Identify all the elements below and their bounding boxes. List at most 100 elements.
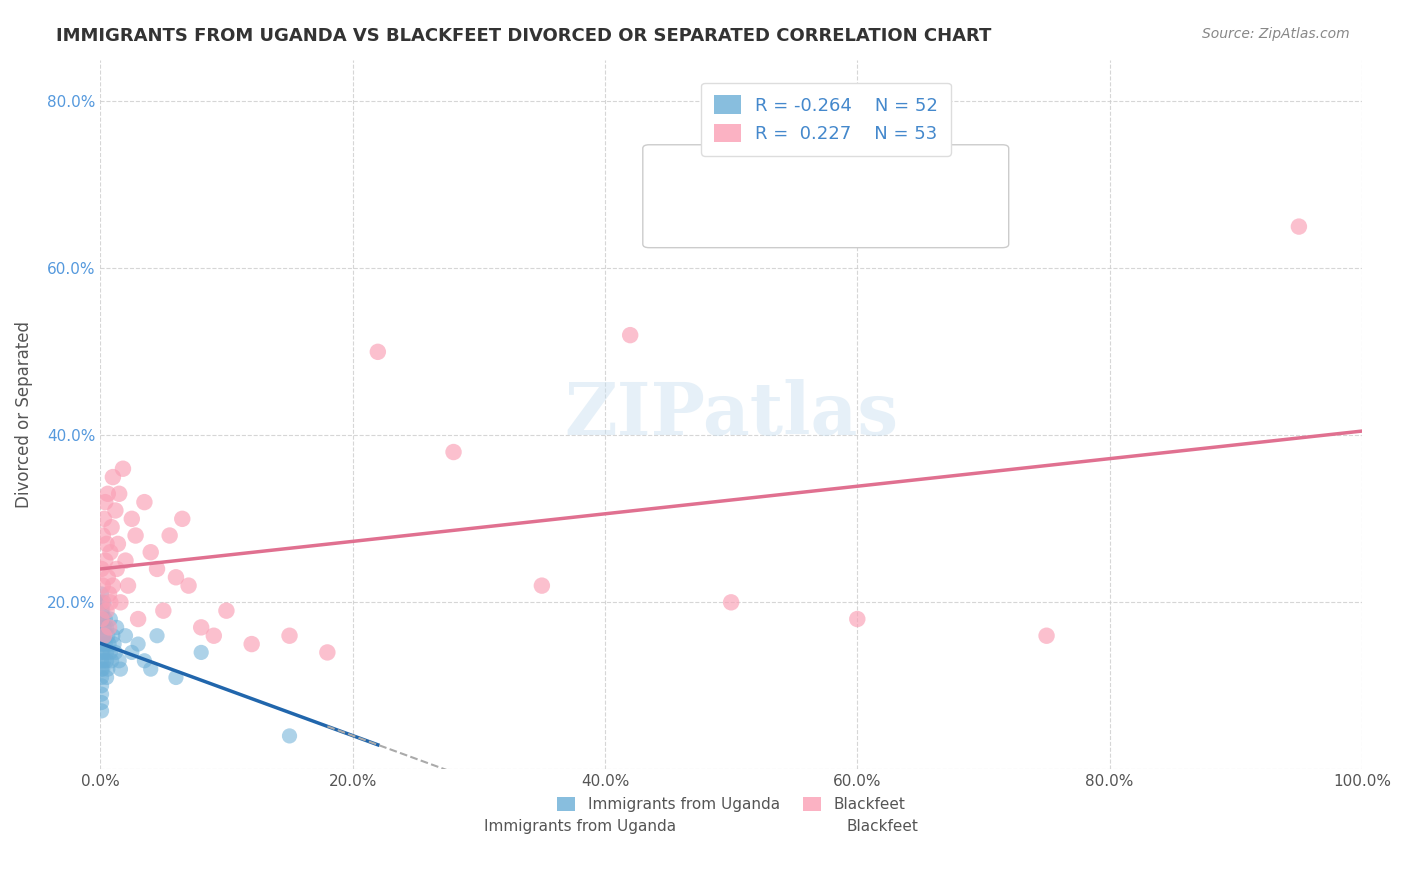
Point (98, 587, 121, 601)
Point (98, 637, 121, 651)
Point (134, 654, 156, 668)
Point (98, 595, 121, 609)
Point (190, 620, 212, 634)
Point (96, 671, 118, 685)
Point (93, 654, 115, 668)
Point (96, 645, 118, 659)
Point (101, 470, 124, 484)
Point (97, 570, 120, 584)
Point (111, 461, 134, 475)
Point (108, 487, 131, 501)
Point (139, 662, 162, 676)
Point (90, 662, 112, 676)
Point (96, 654, 118, 668)
Point (1035, 629, 1057, 643)
Point (103, 637, 125, 651)
Point (121, 645, 143, 659)
Point (90, 671, 112, 685)
Point (94, 612, 117, 626)
Point (101, 579, 124, 593)
Point (100, 654, 122, 668)
Point (172, 512, 194, 526)
Point (94, 637, 117, 651)
Point (107, 537, 129, 551)
Point (316, 645, 339, 659)
Point (98, 620, 121, 634)
Point (90, 637, 112, 651)
Point (98, 545, 121, 559)
Point (90, 704, 112, 718)
Point (90, 679, 112, 693)
Point (124, 528, 146, 542)
Point (90, 587, 112, 601)
Point (105, 620, 128, 634)
Point (127, 612, 149, 626)
Point (367, 344, 389, 359)
Point (93, 595, 115, 609)
Point (90, 604, 112, 618)
Point (146, 562, 169, 576)
Point (93, 629, 115, 643)
Point (108, 654, 131, 668)
FancyBboxPatch shape (643, 145, 1008, 248)
Point (846, 612, 869, 626)
Point (91, 604, 114, 618)
Point (278, 729, 301, 743)
Point (90, 645, 112, 659)
Point (91, 612, 114, 626)
Point (96, 604, 118, 618)
Point (240, 637, 263, 651)
Point (97, 629, 120, 643)
Point (93, 512, 115, 526)
Point (139, 545, 162, 559)
Point (101, 629, 124, 643)
Text: Source: ZipAtlas.com: Source: ZipAtlas.com (1202, 27, 1350, 41)
Point (91, 662, 114, 676)
Point (96, 620, 118, 634)
Point (91, 645, 114, 659)
Point (105, 562, 128, 576)
Point (110, 662, 132, 676)
Point (121, 512, 143, 526)
Y-axis label: Divorced or Separated: Divorced or Separated (15, 321, 32, 508)
Point (530, 579, 553, 593)
Point (1288, 219, 1310, 234)
Point (114, 553, 136, 567)
Legend: R = -0.264    N = 52, R =  0.227    N = 53: R = -0.264 N = 52, R = 0.227 N = 53 (702, 83, 950, 156)
Point (93, 620, 115, 634)
Point (720, 595, 742, 609)
Point (159, 528, 181, 542)
Point (90, 562, 112, 576)
Point (94, 495, 117, 509)
Point (177, 579, 200, 593)
Point (90, 595, 112, 609)
Point (91, 629, 114, 643)
Text: ZIPatlas: ZIPatlas (564, 379, 898, 450)
Point (104, 503, 127, 517)
Point (91, 637, 114, 651)
Point (190, 645, 212, 659)
Point (90, 620, 112, 634)
Point (117, 579, 139, 593)
Point (97, 662, 120, 676)
Point (127, 637, 149, 651)
Point (91, 579, 114, 593)
Point (94, 553, 117, 567)
Text: IMMIGRANTS FROM UGANDA VS BLACKFEET DIVORCED OR SEPARATED CORRELATION CHART: IMMIGRANTS FROM UGANDA VS BLACKFEET DIVO… (56, 27, 991, 45)
Point (134, 495, 156, 509)
Point (91, 528, 114, 542)
Point (215, 604, 238, 618)
Point (93, 629, 115, 643)
Point (146, 629, 169, 643)
Point (443, 445, 465, 459)
Point (278, 629, 301, 643)
Point (90, 612, 112, 626)
Point (100, 520, 122, 534)
Point (98, 612, 121, 626)
Point (90, 612, 112, 626)
Text: Immigrants from Uganda: Immigrants from Uganda (484, 819, 676, 834)
Point (165, 570, 187, 584)
Point (110, 595, 132, 609)
Point (90, 629, 112, 643)
Point (104, 645, 127, 659)
